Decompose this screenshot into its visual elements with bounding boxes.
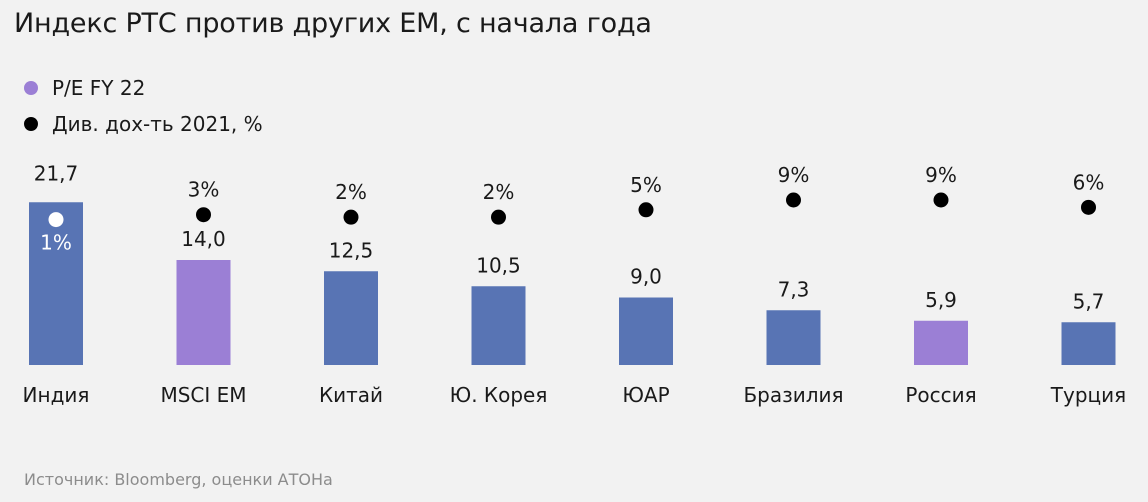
dividend-dot <box>786 192 801 208</box>
bar <box>914 320 968 365</box>
legend-item-dividend: Див. дох-ть 2021, % <box>24 106 263 142</box>
bar <box>176 260 231 365</box>
bar-value-label: 12,5 <box>329 238 374 262</box>
bar <box>619 297 673 365</box>
bar-value-label: 5,9 <box>925 288 957 312</box>
dividend-dot <box>48 212 64 228</box>
dividend-label: 9% <box>778 163 810 187</box>
bar <box>766 310 821 365</box>
bar-value-label: 14,0 <box>181 227 226 251</box>
chart-legend: P/E FY 22 Див. дох-ть 2021, % <box>24 70 263 142</box>
bar-value-label: 5,7 <box>1073 289 1105 313</box>
bar-value-label: 9,0 <box>630 265 662 289</box>
dividend-label: 2% <box>483 180 515 204</box>
dividend-dot <box>491 209 506 225</box>
dividend-label: 5% <box>630 173 662 197</box>
category-label: Турция <box>1050 383 1126 407</box>
dividend-label: 3% <box>188 178 220 202</box>
bar <box>324 271 378 365</box>
dividend-label: 6% <box>1073 170 1105 194</box>
dividend-dot <box>196 207 211 223</box>
category-label: Китай <box>319 383 383 407</box>
legend-swatch-dividend <box>24 117 38 131</box>
category-label: Ю. Корея <box>450 383 548 407</box>
source-note: Источник: Bloomberg, оценки АТОНа <box>24 470 333 489</box>
chart-title: Индекс РТС против других EM, с начала го… <box>14 8 652 39</box>
dividend-label: 1% <box>40 231 72 255</box>
category-label: MSCI EM <box>160 383 246 407</box>
bar <box>471 286 526 365</box>
category-label: Бразилия <box>743 383 843 407</box>
dividend-label: 9% <box>925 163 957 187</box>
dividend-dot <box>343 209 359 225</box>
category-label: ЮАР <box>622 383 669 407</box>
category-label: Индия <box>23 383 90 407</box>
legend-label-pe: P/E FY 22 <box>52 76 146 100</box>
legend-item-pe: P/E FY 22 <box>24 70 263 106</box>
bar <box>29 202 83 365</box>
bar-value-label: 21,7 <box>34 161 79 185</box>
dividend-dot <box>1081 199 1096 215</box>
dividend-dot <box>933 192 949 208</box>
legend-swatch-pe <box>24 81 38 95</box>
dividend-dot <box>638 202 654 218</box>
bar-value-label: 10,5 <box>476 253 521 277</box>
dividend-label: 2% <box>335 180 367 204</box>
legend-label-dividend: Див. дох-ть 2021, % <box>52 112 263 136</box>
bar-value-label: 7,3 <box>778 277 810 301</box>
bar <box>1061 322 1116 365</box>
category-label: Россия <box>905 383 976 407</box>
